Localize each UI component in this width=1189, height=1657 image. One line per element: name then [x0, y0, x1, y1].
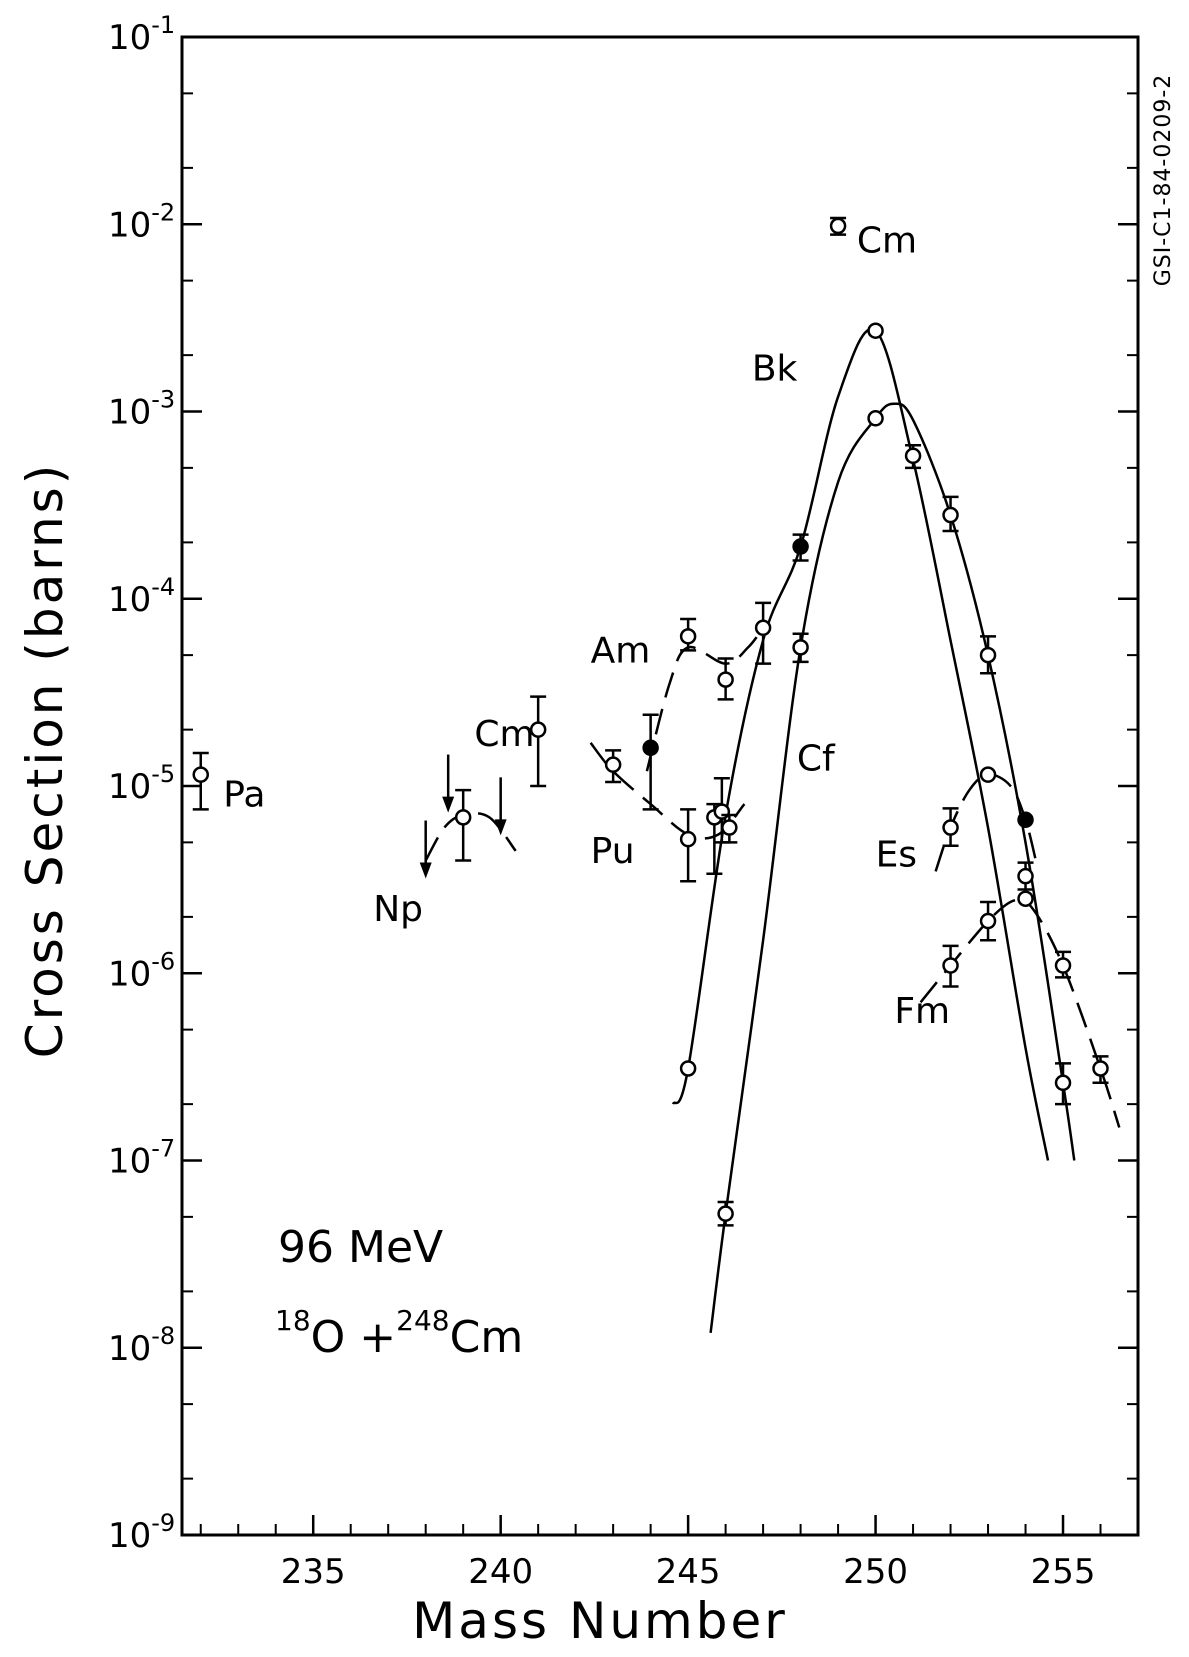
- cf-data-point: [792, 639, 809, 656]
- y-tick-exponent: -4: [151, 573, 175, 601]
- fm-data-point: [1092, 1060, 1109, 1077]
- y-tick-exponent: -7: [151, 1135, 175, 1163]
- target-mass: 248: [396, 1304, 449, 1337]
- am-data-point: [679, 628, 697, 645]
- cf-data-point: [979, 646, 997, 664]
- y-tick-label: 10-2: [108, 198, 175, 245]
- bk-data-point: [867, 322, 884, 339]
- y-tick-labels: 10-110-210-310-410-510-610-710-810-9: [108, 11, 175, 1556]
- cf-data-point: [942, 506, 959, 524]
- y-tick-label: 10-3: [108, 386, 175, 433]
- am-data-point: [717, 671, 734, 688]
- y-tick-mantissa: 10: [108, 954, 151, 994]
- pa-data-point: [192, 766, 209, 783]
- es-data-point: [1017, 811, 1034, 829]
- cf-data-point: [867, 410, 884, 427]
- x-tick-label: 255: [1031, 1552, 1096, 1592]
- y-tick-mantissa: 10: [108, 580, 151, 620]
- element-label-bk: Bk: [752, 348, 798, 389]
- fm-data-point: [942, 957, 959, 974]
- curve-cf: [709, 402, 1076, 1334]
- x-tick-label: 235: [281, 1552, 346, 1592]
- pu-data-point: [713, 803, 731, 820]
- y-tick-mantissa: 10: [108, 1142, 151, 1182]
- np-upper-limit-arrow: [442, 796, 455, 813]
- element-label-fm: Fm: [894, 991, 950, 1032]
- y-tick-label: 10-7: [108, 1135, 175, 1182]
- side-label: GSI-C1-84-0209-2: [1151, 74, 1176, 287]
- y-tick-label: 10-5: [108, 760, 175, 807]
- projectile-mass: 18: [275, 1304, 311, 1337]
- y-tick-label: 10-4: [108, 573, 175, 620]
- element-label-pa: Pa: [223, 775, 265, 816]
- fit-curves: [424, 327, 1121, 1334]
- cm-data-point: [529, 721, 547, 738]
- cf-data-point: [904, 447, 922, 465]
- element-label-pu: Pu: [591, 831, 635, 872]
- am-data-point: [754, 619, 772, 637]
- x-tick-label: 250: [843, 1552, 908, 1592]
- bk-data-point: [679, 1060, 697, 1077]
- curve-am: [645, 627, 765, 772]
- y-tick-label: 10-9: [108, 1509, 175, 1556]
- y-tick-mantissa: 10: [108, 1516, 151, 1556]
- element-label-cm: Cm: [474, 714, 534, 755]
- element-label-am: Am: [591, 630, 651, 671]
- cm-data-point: [642, 739, 659, 757]
- x-axis-title: Mass Number: [412, 1592, 788, 1650]
- y-tick-mantissa: 10: [108, 18, 151, 58]
- np-data-point: [454, 809, 472, 826]
- y-axis-title: Cross Section (barns): [16, 462, 74, 1058]
- energy-annotation: 96 MeV: [278, 1222, 443, 1273]
- fm-data-point: [1054, 957, 1072, 974]
- element-label-es: Es: [876, 835, 918, 876]
- y-tick-mantissa: 10: [108, 1329, 151, 1369]
- y-tick-exponent: -1: [151, 11, 175, 39]
- bk-data-point: [792, 538, 809, 555]
- x-tick-label: 240: [468, 1552, 533, 1592]
- y-tick-exponent: -9: [151, 1509, 175, 1537]
- fm-data-point: [1017, 890, 1034, 907]
- axis-ticks: [182, 35, 1139, 1537]
- es-data-point: [1017, 867, 1034, 885]
- y-tick-exponent: -6: [151, 947, 175, 975]
- curve-pu: [589, 742, 746, 840]
- y-tick-exponent: -8: [151, 1322, 175, 1350]
- y-tick-label: 10-8: [108, 1322, 175, 1369]
- np-upper-limit-arrow: [419, 862, 432, 879]
- element-label-np: Np: [373, 889, 423, 930]
- x-tick-label: 245: [656, 1552, 721, 1592]
- es-data-point: [942, 819, 959, 836]
- curve-bk: [671, 327, 1050, 1161]
- element-label-cm: Cm: [857, 220, 917, 261]
- cf-data-point: [717, 1205, 734, 1222]
- fm-data-point: [979, 912, 997, 930]
- y-tick-mantissa: 10: [108, 205, 151, 245]
- cm-data-point: [829, 217, 847, 235]
- reaction-annotation: 18O +248Cm: [275, 1304, 523, 1363]
- y-tick-exponent: -3: [151, 386, 175, 414]
- projectile: O +: [311, 1312, 397, 1363]
- y-tick-label: 10-6: [108, 947, 175, 994]
- y-tick-exponent: -2: [151, 198, 175, 226]
- y-tick-mantissa: 10: [108, 767, 151, 807]
- x-tick-labels: 235 240 245 250 255: [281, 1552, 1096, 1592]
- plot-frame: [180, 35, 1140, 1537]
- fm-data-point: [1054, 1074, 1072, 1092]
- pu-data-point: [721, 819, 738, 836]
- cm-data-point: [604, 756, 622, 773]
- y-tick-exponent: -5: [151, 760, 175, 788]
- element-labels: Pa Np Cm Am Pu Bk Cf Es Fm Cm: [223, 220, 950, 1031]
- pu-data-point: [679, 830, 697, 848]
- np-upper-limit-arrow: [494, 819, 507, 836]
- y-tick-label: 10-1: [108, 11, 175, 58]
- es-data-point: [979, 766, 997, 783]
- element-label-cf: Cf: [797, 739, 836, 780]
- data-points: [192, 216, 1109, 1227]
- target: Cm: [450, 1312, 524, 1363]
- y-tick-mantissa: 10: [108, 393, 151, 433]
